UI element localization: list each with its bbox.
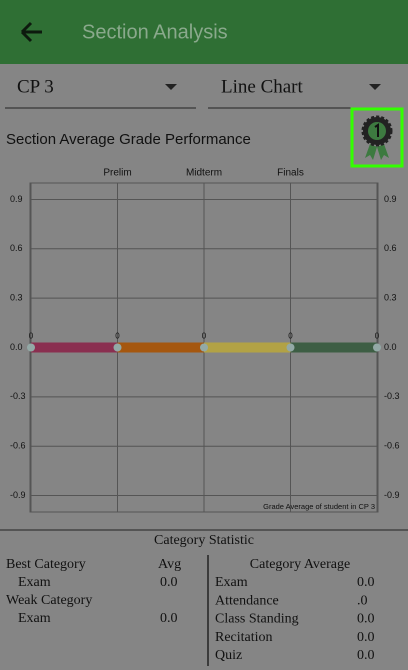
average-name: Attendance (215, 593, 279, 608)
weak-value: 0.0 (160, 611, 178, 626)
best-name: Exam (18, 575, 51, 590)
data-point (286, 343, 295, 352)
avg-label: Avg (158, 557, 181, 572)
dropdown-label: Line Chart (221, 76, 304, 97)
y-tick-label: -0.3 (10, 391, 26, 401)
average-name: Exam (215, 575, 248, 590)
data-point (373, 343, 381, 352)
average-value: 0.0 (357, 630, 375, 645)
data-point (113, 343, 122, 352)
y2-tick-label: 0.3 (384, 293, 397, 303)
value-label: 0 (115, 332, 120, 341)
ribbon (365, 144, 389, 160)
x-tick-label: Prelim (103, 168, 131, 179)
value-label: 0 (288, 332, 293, 341)
x-tick-label: Finals (277, 168, 304, 179)
best-value: 0.0 (160, 575, 178, 590)
average-name: Class Standing (215, 612, 299, 627)
averages-title: Category Average (250, 557, 350, 572)
y-tick-label: 0.6 (10, 243, 23, 253)
best-label: Best Category (6, 557, 86, 572)
section-dropdown[interactable]: CP 3 (5, 76, 196, 109)
y-tick-label: -0.9 (10, 490, 26, 500)
dropdown-caret (165, 84, 177, 90)
value-label: 0 (202, 332, 207, 341)
dropdown-label: CP 3 (17, 76, 54, 97)
award-button[interactable] (350, 107, 404, 168)
app-title: Section Analysis (82, 21, 228, 43)
y2-tick-label: 0.6 (384, 243, 397, 253)
averages-list: Exam 0.0 Attendance .0 Class Standing 0.0 Reci… (215, 575, 375, 663)
weak-name: Exam (18, 611, 51, 626)
back-arrow (20, 21, 42, 43)
data-point (200, 343, 208, 352)
chart: Prelim Midterm Finals -0.9 -0.9 -0.6 -0.6 -0.3 -… (10, 168, 400, 513)
average-value: .0 (357, 593, 368, 608)
y2-tick-label: 0.0 (384, 342, 397, 352)
y2-tick-label: 0.9 (384, 194, 397, 204)
chart-title: Section Average Grade Performance (6, 131, 251, 148)
value-label: 0 (29, 332, 34, 341)
y2-tick-label: -0.3 (384, 391, 400, 401)
y2-tick-label: -0.9 (384, 490, 400, 500)
back-button[interactable] (20, 21, 42, 43)
stats-title: Category Statistic (154, 533, 254, 548)
value-label: 0 (375, 332, 380, 341)
data-point (27, 343, 35, 352)
average-value: 0.0 (357, 575, 375, 590)
y-tick-label: 0.3 (10, 293, 23, 303)
badge-number (374, 123, 379, 137)
x-tick-label: Midterm (186, 168, 222, 179)
average-value: 0.0 (357, 612, 375, 627)
dropdown-caret (369, 84, 381, 90)
y-tick-label: 0.9 (10, 194, 23, 204)
app-bar (0, 0, 408, 64)
average-name: Recitation (215, 630, 273, 645)
chart-description: Grade Average of student in CP 3 (263, 502, 375, 511)
y2-tick-label: -0.6 (384, 441, 400, 451)
y-tick-label: 0.0 (10, 342, 23, 352)
average-name: Quiz (215, 648, 242, 663)
y-tick-label: -0.6 (10, 441, 26, 451)
average-value: 0.0 (357, 648, 375, 663)
weak-label: Weak Category (6, 593, 92, 608)
